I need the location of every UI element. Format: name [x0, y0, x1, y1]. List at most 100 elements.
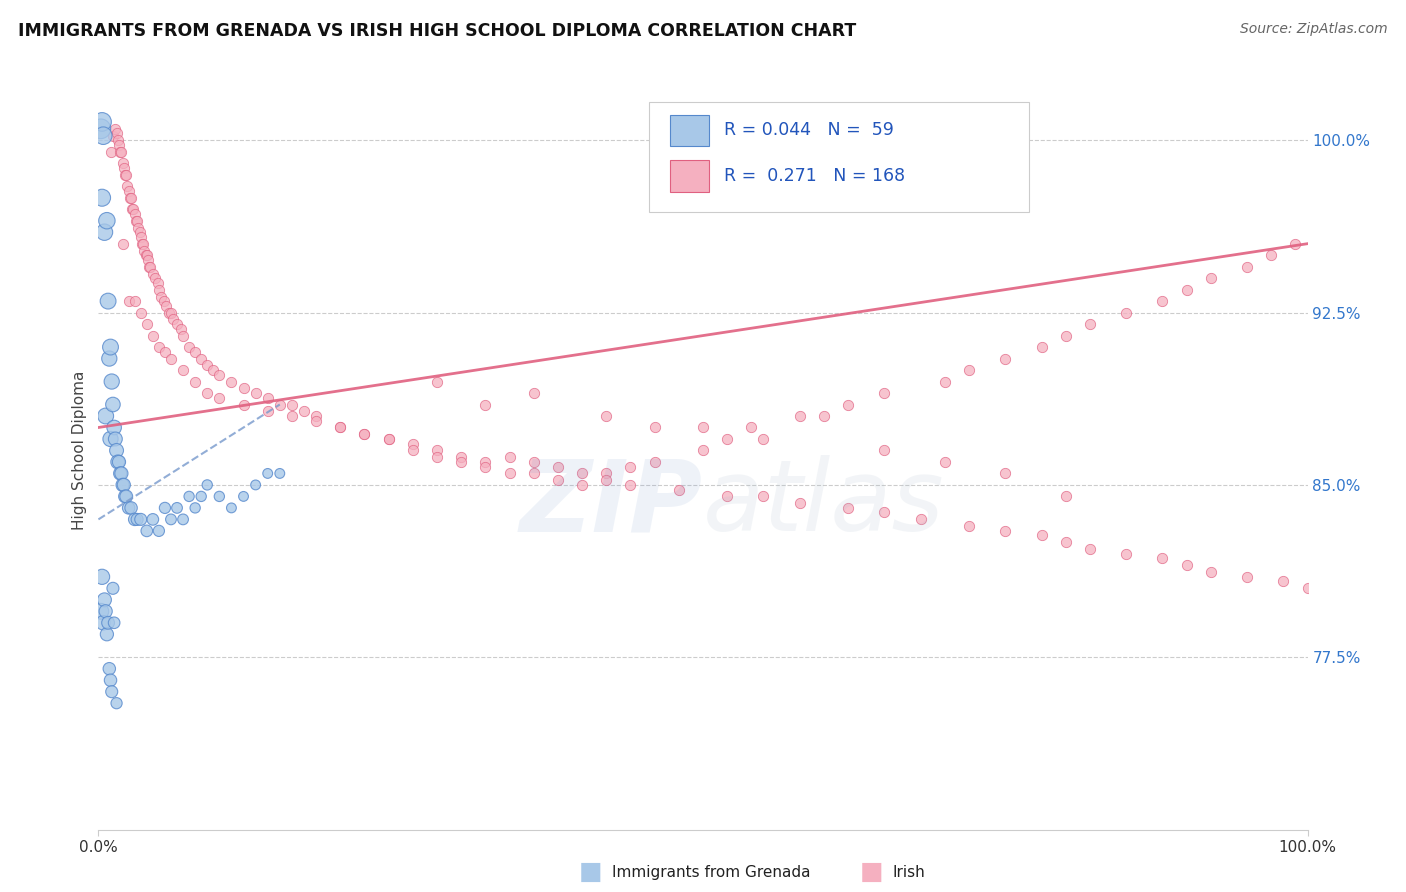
Text: ■: ■	[860, 861, 883, 884]
Point	[127, 213, 149, 227]
Point	[1031, 340, 1053, 354]
Point	[179, 490, 201, 504]
Point	[221, 500, 243, 515]
Point	[752, 432, 775, 446]
Point	[91, 191, 114, 205]
Point	[132, 236, 155, 251]
Point	[184, 375, 207, 389]
Point	[1272, 574, 1295, 589]
Point	[104, 432, 127, 446]
Point	[571, 478, 593, 492]
Point	[100, 673, 122, 688]
Point	[523, 455, 546, 469]
Point	[474, 397, 496, 411]
Point	[100, 684, 122, 698]
Point	[692, 420, 714, 434]
Point	[377, 432, 399, 446]
Point	[98, 662, 121, 676]
Point	[208, 490, 231, 504]
Point	[94, 409, 117, 423]
Point	[571, 467, 593, 481]
Text: R =  0.271   N = 168: R = 0.271 N = 168	[724, 167, 904, 185]
Point	[644, 455, 666, 469]
Point	[474, 459, 496, 474]
Point	[160, 305, 183, 319]
Point	[1078, 542, 1101, 557]
Point	[91, 570, 114, 584]
Point	[142, 267, 165, 281]
Point	[208, 368, 231, 382]
Point	[111, 236, 134, 251]
Point	[195, 386, 218, 401]
Point	[115, 490, 138, 504]
Point	[910, 512, 932, 526]
Point	[143, 271, 166, 285]
Point	[100, 340, 122, 354]
Point	[108, 455, 131, 469]
Point	[110, 467, 132, 481]
Point	[195, 359, 218, 373]
Point	[813, 409, 835, 423]
Point	[281, 409, 304, 423]
Text: Immigrants from Grenada: Immigrants from Grenada	[612, 865, 810, 880]
Point	[1078, 317, 1101, 331]
Point	[135, 248, 157, 262]
Point	[105, 696, 128, 710]
Point	[103, 615, 125, 630]
Point	[644, 420, 666, 434]
Point	[98, 351, 121, 366]
Point	[105, 127, 128, 141]
Bar	[671, 114, 709, 146]
Point	[118, 191, 141, 205]
Point	[221, 375, 243, 389]
Point	[122, 202, 145, 217]
Point	[245, 386, 267, 401]
Point	[595, 409, 617, 423]
Point	[595, 467, 617, 481]
Point	[668, 483, 690, 497]
Point	[172, 363, 194, 377]
Point	[1152, 551, 1174, 566]
Point	[120, 191, 142, 205]
Point	[169, 321, 191, 335]
Point	[166, 317, 188, 331]
Point	[1115, 305, 1137, 319]
Point	[190, 351, 212, 366]
Point	[93, 592, 115, 607]
Point	[129, 512, 152, 526]
Point	[91, 615, 114, 630]
Point	[450, 455, 472, 469]
Point	[160, 512, 183, 526]
Point	[136, 252, 159, 267]
Point	[96, 213, 118, 227]
Point	[752, 490, 775, 504]
Point	[692, 443, 714, 458]
Point	[934, 375, 956, 389]
Point	[873, 443, 896, 458]
Point	[121, 202, 143, 217]
Point	[716, 432, 738, 446]
Point	[129, 305, 152, 319]
Text: ZIP: ZIP	[520, 455, 703, 552]
Point	[107, 133, 129, 147]
Point	[498, 450, 520, 465]
Point	[873, 386, 896, 401]
Point	[90, 604, 112, 618]
Point	[329, 420, 352, 434]
Point	[114, 490, 136, 504]
Point	[117, 179, 139, 194]
Point	[208, 391, 231, 405]
Point	[124, 512, 146, 526]
Point	[134, 244, 156, 258]
Point	[1175, 283, 1198, 297]
Point	[152, 294, 174, 309]
Point	[1199, 566, 1222, 580]
Point	[127, 220, 149, 235]
Point	[179, 340, 201, 354]
Point	[450, 450, 472, 465]
Point	[716, 490, 738, 504]
Point	[91, 128, 114, 143]
Text: R = 0.044   N =  59: R = 0.044 N = 59	[724, 121, 893, 139]
Point	[740, 420, 762, 434]
Point	[292, 404, 315, 418]
